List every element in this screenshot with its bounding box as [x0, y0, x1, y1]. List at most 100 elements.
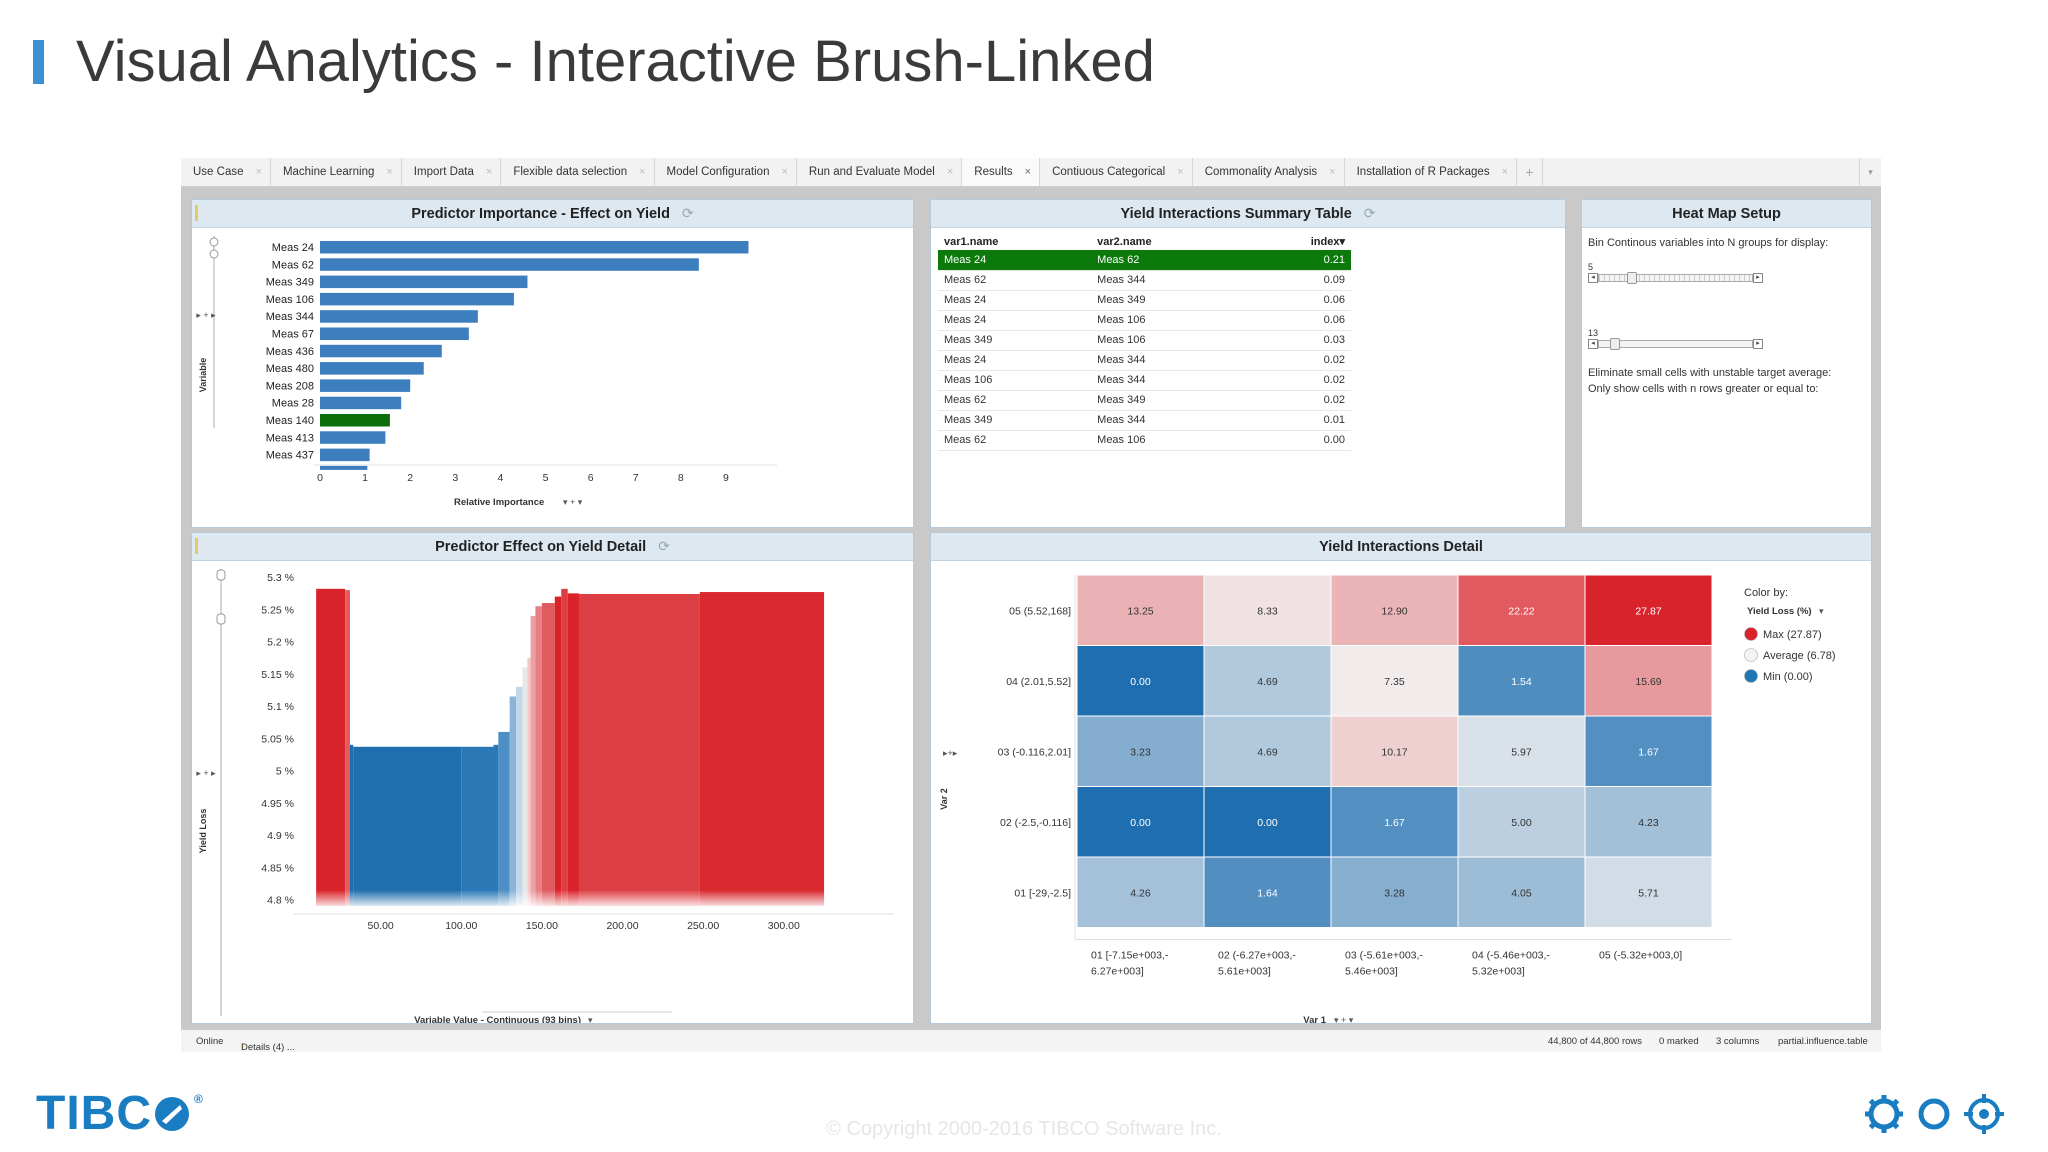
effect-bar[interactable]	[535, 606, 542, 906]
bar[interactable]	[320, 448, 370, 462]
summary-table[interactable]: var1.name var2.name index▾ Meas 24 Meas 6…	[938, 233, 1351, 451]
heatmap-cell[interactable]	[1584, 786, 1713, 858]
tab-machine-learning[interactable]: Machine Learning ×	[271, 158, 402, 186]
effect-bar[interactable]	[541, 603, 555, 906]
slider-track[interactable]	[1598, 274, 1753, 282]
axis-scroller-handle[interactable]	[216, 569, 226, 581]
tab-flexible-data-selection[interactable]: Flexible data selection ×	[501, 158, 655, 186]
close-icon[interactable]: ×	[1329, 166, 1336, 178]
close-icon[interactable]: ×	[639, 166, 646, 178]
effect-detail-chart[interactable]: Yield Loss ▸ + ▸ 5.3 % 5.25 % 5.2 % 5.15 % 5.1…	[192, 561, 913, 1023]
close-icon[interactable]: ×	[255, 166, 262, 178]
slider-decrement-button[interactable]: ◂	[1588, 273, 1598, 283]
bar[interactable]	[320, 258, 699, 271]
bar[interactable]	[320, 362, 424, 375]
heatmap-cell[interactable]	[1330, 574, 1459, 646]
tab-menu-icon[interactable]: ▾	[1859, 158, 1881, 186]
close-icon[interactable]: ×	[781, 166, 788, 178]
heatmap-cell[interactable]	[1457, 645, 1586, 717]
effect-bar[interactable]	[509, 696, 517, 906]
slider-decrement-button[interactable]: ◂	[1588, 339, 1598, 349]
slider-track[interactable]	[1598, 340, 1753, 348]
chevron-down-icon[interactable]: ▾	[1819, 606, 1824, 616]
close-icon[interactable]: ×	[485, 166, 493, 178]
axis-scroller-handle[interactable]	[209, 237, 219, 247]
heatmap-cell[interactable]	[1330, 715, 1459, 787]
table-row[interactable]: Meas 62 Meas 106 0.00	[938, 430, 1351, 451]
close-icon[interactable]: ×	[1501, 166, 1509, 178]
x-axis-label[interactable]: Relative Importance	[454, 497, 544, 508]
axis-options-icon[interactable]: ▸+▸	[943, 748, 958, 758]
effect-bar[interactable]	[567, 593, 579, 906]
bar[interactable]	[320, 344, 442, 358]
close-icon[interactable]: ×	[1177, 166, 1184, 178]
table-row[interactable]: Meas 349 Meas 106 0.03	[938, 330, 1351, 351]
tab-installation-of-r-packages[interactable]: Installation of R Packages ×	[1345, 158, 1518, 186]
heatmap-cell[interactable]	[1203, 856, 1332, 928]
slider-increment-button[interactable]: ▸	[1753, 273, 1763, 283]
heatmap-cell[interactable]	[1457, 574, 1586, 646]
table-row[interactable]: Meas 24 Meas 349 0.06	[938, 290, 1351, 311]
axis-options-icon[interactable]: ▾ + ▾	[563, 497, 583, 507]
bar[interactable]	[320, 241, 749, 254]
tab-model-configuration[interactable]: Model Configuration ×	[655, 158, 797, 186]
interactions-detail-panel[interactable]: Yield Interactions Detail Var 2 ▸+▸ 05 (5.…	[930, 532, 1872, 1024]
table-row[interactable]: Meas 62 Meas 344 0.09	[938, 270, 1351, 291]
axis-options-icon[interactable]: ▾	[588, 1015, 593, 1023]
heatmap-cell[interactable]	[1203, 786, 1332, 858]
bar[interactable]	[320, 379, 411, 392]
effect-bar[interactable]	[493, 744, 499, 906]
table-row[interactable]: Meas 349 Meas 344 0.01	[938, 410, 1351, 431]
heatmap-cell[interactable]	[1076, 856, 1205, 928]
heatmap-cell[interactable]	[1584, 856, 1713, 928]
axis-scroller-handle[interactable]	[209, 249, 219, 259]
x-axis-label[interactable]: Variable Value - Continuous (93 bins)	[414, 1015, 581, 1023]
bar-partial[interactable]	[320, 465, 368, 470]
heatmap-cell[interactable]	[1457, 786, 1586, 858]
tab-contiuous-categorical[interactable]: Contiuous Categorical ×	[1040, 158, 1193, 186]
refresh-icon[interactable]: ⟳	[1363, 205, 1376, 221]
heatmap-cell[interactable]	[1076, 715, 1205, 787]
column-header-var2[interactable]: var2.name	[1097, 235, 1152, 248]
heatmap-cell[interactable]	[1584, 645, 1713, 717]
effect-bar[interactable]	[699, 592, 825, 906]
table-row[interactable]: Meas 106 Meas 344 0.02	[938, 370, 1351, 391]
slider-increment-button[interactable]: ▸	[1753, 339, 1763, 349]
close-icon[interactable]: ×	[1024, 166, 1032, 178]
heatmap-cell[interactable]	[1330, 786, 1459, 858]
predictor-importance-panel[interactable]: Predictor Importance - Effect on Yield ⟳…	[191, 199, 914, 528]
table-row[interactable]: Meas 24 Meas 62 0.21	[938, 250, 1351, 271]
interactions-heatmap[interactable]: Var 2 ▸+▸ 05 (5.52,168] 13.25 8.33 12.90 22.22…	[931, 561, 1871, 1023]
heatmap-cell[interactable]	[1076, 645, 1205, 717]
tab-commonality-analysis[interactable]: Commonality Analysis ×	[1193, 158, 1345, 186]
tab-import-data[interactable]: Import Data ×	[402, 158, 502, 186]
bar[interactable]	[320, 327, 469, 341]
heatmap-cell[interactable]	[1457, 715, 1586, 787]
column-header-index[interactable]: index▾	[1244, 233, 1351, 250]
column-header-var1[interactable]: var1.name	[944, 235, 999, 248]
effect-bar[interactable]	[554, 596, 562, 906]
add-tab-icon[interactable]: +	[1517, 158, 1544, 186]
heatmap-cell[interactable]	[1584, 574, 1713, 646]
refresh-icon[interactable]: ⟳	[681, 205, 694, 221]
effect-bar[interactable]	[461, 746, 494, 906]
axis-scroller-handle[interactable]	[216, 613, 226, 625]
bar[interactable]	[320, 431, 386, 444]
effect-bar[interactable]	[316, 588, 346, 906]
bar[interactable]	[320, 275, 528, 289]
effect-bar[interactable]	[527, 657, 531, 906]
close-icon[interactable]: ×	[386, 166, 393, 178]
heatmap-cell[interactable]	[1330, 856, 1459, 928]
slider-handle[interactable]	[1609, 338, 1620, 350]
heatmap-cell[interactable]	[1203, 645, 1332, 717]
effect-bar[interactable]	[516, 686, 523, 906]
effect-bar[interactable]	[578, 593, 700, 906]
effect-bar[interactable]	[345, 590, 350, 906]
table-row[interactable]: Meas 24 Meas 106 0.06	[938, 310, 1351, 331]
effect-bar[interactable]	[353, 746, 462, 906]
close-icon[interactable]: ×	[946, 166, 954, 178]
tab-results[interactable]: Results ×	[962, 158, 1041, 186]
effect-bar[interactable]	[522, 667, 528, 906]
axis-options-icon[interactable]: ▸ + ▸	[196, 768, 216, 778]
table-row[interactable]: Meas 62 Meas 349 0.02	[938, 390, 1351, 411]
